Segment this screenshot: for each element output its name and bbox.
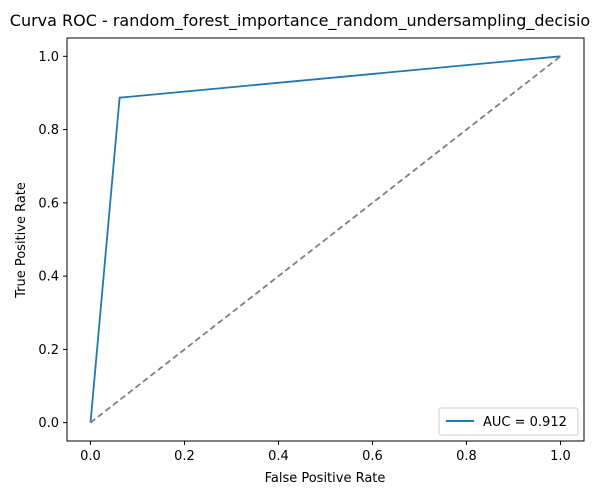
x-axis-label: False Positive Rate	[265, 471, 386, 486]
series-line-2	[89, 55, 562, 424]
series-line-1	[89, 55, 561, 423]
y-tick-label: 0.6	[38, 196, 59, 211]
legend-box	[438, 407, 579, 436]
x-tick-label: 0.8	[456, 449, 477, 464]
y-tick-label: 0.4	[38, 270, 59, 285]
y-axis-label: True Positive Rate	[14, 182, 29, 299]
y-tick-label: 0.2	[38, 343, 59, 358]
y-tick-label: 1.0	[38, 50, 59, 65]
y-tick-label: 0.8	[38, 123, 59, 138]
legend-label-series-1: AUC = 0.912	[483, 415, 567, 430]
x-tick-label: 0.6	[362, 449, 383, 464]
chart-title: Curva ROC - random_forest_importance_ran…	[10, 11, 590, 31]
x-tick-label: 0.2	[174, 449, 195, 464]
y-axis: 0.0 0.2 0.4 0.6 0.8 1.0	[38, 50, 67, 431]
x-tick-label: 0.0	[80, 449, 101, 464]
x-tick-label: 1.0	[550, 449, 571, 464]
x-tick-label: 0.4	[268, 449, 289, 464]
y-tick-label: 0.0	[38, 416, 59, 431]
x-axis: 0.0 0.2 0.4 0.6 0.8 1.0	[80, 441, 571, 464]
legend: AUC = 0.912	[438, 407, 579, 436]
plot-frame	[66, 37, 585, 442]
plot-area	[89, 55, 562, 424]
